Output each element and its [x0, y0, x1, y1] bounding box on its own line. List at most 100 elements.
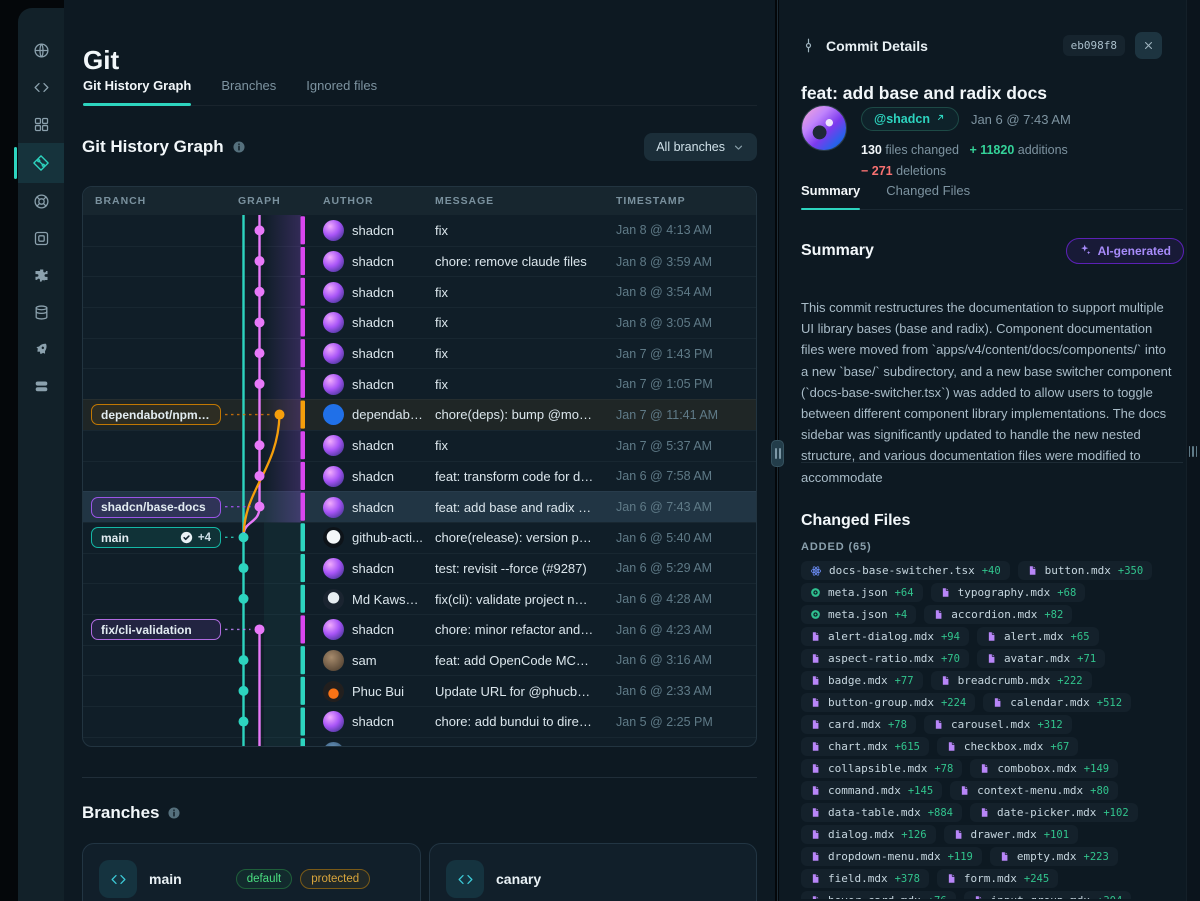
close-button[interactable]	[1135, 32, 1162, 59]
commit-details-tabs: Summary Changed Files	[801, 183, 1183, 210]
changed-file-chip[interactable]: context-menu.mdx +80	[950, 781, 1119, 800]
author-name: shadcn	[352, 438, 394, 454]
commit-row[interactable]: shadcn feat: transform code for display …	[83, 460, 756, 492]
author-cell: shadcn	[311, 711, 423, 733]
changed-file-chip[interactable]: chart.mdx +615	[801, 737, 929, 756]
sidebar-item-lifebuoy[interactable]	[18, 183, 64, 220]
commit-row[interactable]: main +4 github-acti... chore(release): v…	[83, 521, 756, 553]
changed-file-chip[interactable]: breadcrumb.mdx +222	[930, 671, 1092, 690]
panel-resize-handle[interactable]	[771, 440, 784, 467]
commit-row[interactable]: fix/cli-validation shadcn chore: minor r…	[83, 613, 756, 645]
sidebar-item-database[interactable]	[18, 294, 64, 331]
changed-file-chip[interactable]: combobox.mdx +149	[970, 759, 1119, 778]
changed-file-chip[interactable]: carousel.mdx +312	[923, 715, 1072, 734]
column-header-branch[interactable]: BRANCH	[95, 195, 147, 207]
branch-card-canary[interactable]: canary	[429, 843, 757, 901]
commit-row[interactable]: shadcn chore: remove claude files Jan 8 …	[83, 245, 756, 277]
sidebar-item-plugins[interactable]	[18, 257, 64, 294]
commit-row[interactable]: shadcn test: revisit --force (#9287) Jan…	[83, 552, 756, 584]
author-handle-link[interactable]: @shadcn	[861, 107, 959, 131]
sidebar-item-window[interactable]	[18, 220, 64, 257]
changed-file-chip[interactable]: drawer.mdx +101	[943, 825, 1079, 844]
details-tab-changed-files[interactable]: Changed Files	[886, 183, 971, 198]
badge-default: default	[235, 869, 293, 889]
tab-ignored-files[interactable]: Ignored files	[306, 78, 378, 93]
commit-row[interactable]: dependabot/npm_... dependabo... chore(de…	[83, 399, 756, 430]
commit-row[interactable]: shadcn fix Jan 8 @ 3:05 AM	[83, 307, 756, 338]
commit-timestamp: Jan 6 @ 2:33 AM	[616, 684, 713, 699]
commit-row[interactable]: shadcn fix Jan 7 @ 1:05 PM	[83, 368, 756, 399]
sidebar-item-git[interactable]	[14, 143, 64, 183]
commit-row[interactable]: sam feat: add OpenCode MCP clien... Jan …	[83, 644, 756, 676]
column-header-message[interactable]: MESSAGE	[435, 195, 495, 207]
sidebar-item-code[interactable]	[18, 69, 64, 106]
details-tab-summary[interactable]: Summary	[801, 183, 861, 210]
changed-file-chip[interactable]: meta.json +64	[801, 583, 923, 602]
tab-branches[interactable]: Branches	[221, 78, 277, 93]
author-cell: shadcn	[311, 219, 423, 241]
commit-row[interactable]: Vitalii Paing... fix(base-ui): resolve p…	[83, 736, 756, 746]
changed-file-chip[interactable]: dropdown-menu.mdx +119	[801, 847, 982, 866]
changed-file-chip[interactable]: card.mdx +78	[801, 715, 916, 734]
changed-file-chip[interactable]: date-picker.mdx +102	[970, 803, 1138, 822]
sidebar-item-storage[interactable]	[18, 368, 64, 405]
changed-file-chip[interactable]: button-group.mdx +224	[801, 693, 976, 712]
avatar	[323, 404, 344, 426]
tab-git-history-graph[interactable]: Git History Graph	[83, 78, 192, 106]
column-header-timestamp[interactable]: TIMESTAMP	[616, 195, 686, 207]
mdx-file-icon	[810, 829, 821, 840]
commit-row[interactable]: shadcn/base-docs shadcn feat: add base a…	[83, 491, 756, 522]
changed-file-chip[interactable]: checkbox.mdx +67	[936, 737, 1079, 756]
changed-file-chip[interactable]: button.mdx +350	[1017, 561, 1153, 580]
author-avatar	[801, 105, 847, 151]
changed-file-chip[interactable]: calendar.mdx +512	[983, 693, 1132, 712]
changed-file-chip[interactable]: badge.mdx +77	[801, 671, 923, 690]
branch-label-pill[interactable]: fix/cli-validation	[91, 619, 221, 641]
mdx-file-icon	[810, 763, 821, 774]
commit-row[interactable]: shadcn fix Jan 8 @ 4:13 AM	[83, 215, 756, 246]
commit-message: chore(deps): bump @modelco...	[435, 407, 604, 423]
changed-file-chip[interactable]: dialog.mdx +126	[801, 825, 936, 844]
changed-file-chip[interactable]: field.mdx +378	[801, 869, 929, 888]
commit-row[interactable]: shadcn chore: add bundui to directory ..…	[83, 706, 756, 737]
changed-file-chip[interactable]: collapsible.mdx +78	[801, 759, 963, 778]
commit-row[interactable]: shadcn fix Jan 8 @ 3:54 AM	[83, 276, 756, 307]
git-icon	[32, 154, 50, 172]
commit-row[interactable]: Phuc Bui Update URL for @phucbm regi... …	[83, 675, 756, 706]
sidebar-item-apps-grid[interactable]	[18, 106, 64, 143]
commit-row[interactable]: shadcn fix Jan 7 @ 5:37 AM	[83, 429, 756, 461]
changed-file-chip[interactable]: docs-base-switcher.tsx +40	[801, 561, 1010, 580]
avatar	[323, 557, 344, 579]
sidebar-item-globe[interactable]	[18, 32, 64, 69]
changed-file-chip[interactable]: data-table.mdx +884	[801, 803, 963, 822]
changed-file-chip[interactable]: alert-dialog.mdx +94	[801, 627, 969, 646]
branch-label-pill[interactable]: main +4	[91, 527, 221, 549]
changed-file-chip[interactable]: empty.mdx +223	[989, 847, 1118, 866]
branch-label-pill[interactable]: shadcn/base-docs	[91, 496, 221, 518]
changed-file-chip[interactable]: command.mdx +145	[801, 781, 943, 800]
changed-file-chip[interactable]: hover-card.mdx +76	[801, 891, 956, 899]
column-header-author[interactable]: AUTHOR	[323, 195, 374, 207]
changed-file-chip[interactable]: avatar.mdx +71	[976, 649, 1106, 668]
changed-file-chip[interactable]: aspect-ratio.mdx +70	[801, 649, 969, 668]
file-name: input-group.mdx	[991, 894, 1090, 899]
changed-file-chip[interactable]: accordion.mdx +82	[924, 605, 1073, 624]
branch-label-pill[interactable]: dependabot/npm_...	[91, 404, 221, 426]
react-file-icon	[810, 565, 822, 577]
branch-card-main[interactable]: main default protected	[82, 843, 421, 901]
commit-row[interactable]: Md Kawsar ... fix(cli): validate project…	[83, 583, 756, 614]
commit-details-panel: Commit Details eb098f8 feat: add base an…	[779, 0, 1200, 901]
column-header-graph[interactable]: GRAPH	[238, 195, 281, 207]
author-name: shadcn	[352, 376, 394, 392]
commit-row[interactable]: shadcn fix Jan 7 @ 1:43 PM	[83, 337, 756, 369]
changed-file-chip[interactable]: form.mdx +245	[936, 869, 1059, 888]
file-name: combobox.mdx	[997, 762, 1077, 775]
right-edge-resize-handle[interactable]	[1188, 446, 1197, 457]
changed-file-chip[interactable]: alert.mdx +65	[976, 627, 1099, 646]
changed-file-chip[interactable]: input-group.mdx +304	[963, 891, 1132, 899]
changed-file-chip[interactable]: typography.mdx +68	[930, 583, 1086, 602]
mdx-file-icon	[992, 697, 1003, 708]
branch-filter-dropdown[interactable]: All branches	[644, 133, 757, 161]
sidebar-item-deploy[interactable]	[18, 331, 64, 368]
changed-file-chip[interactable]: meta.json +4	[801, 605, 917, 624]
